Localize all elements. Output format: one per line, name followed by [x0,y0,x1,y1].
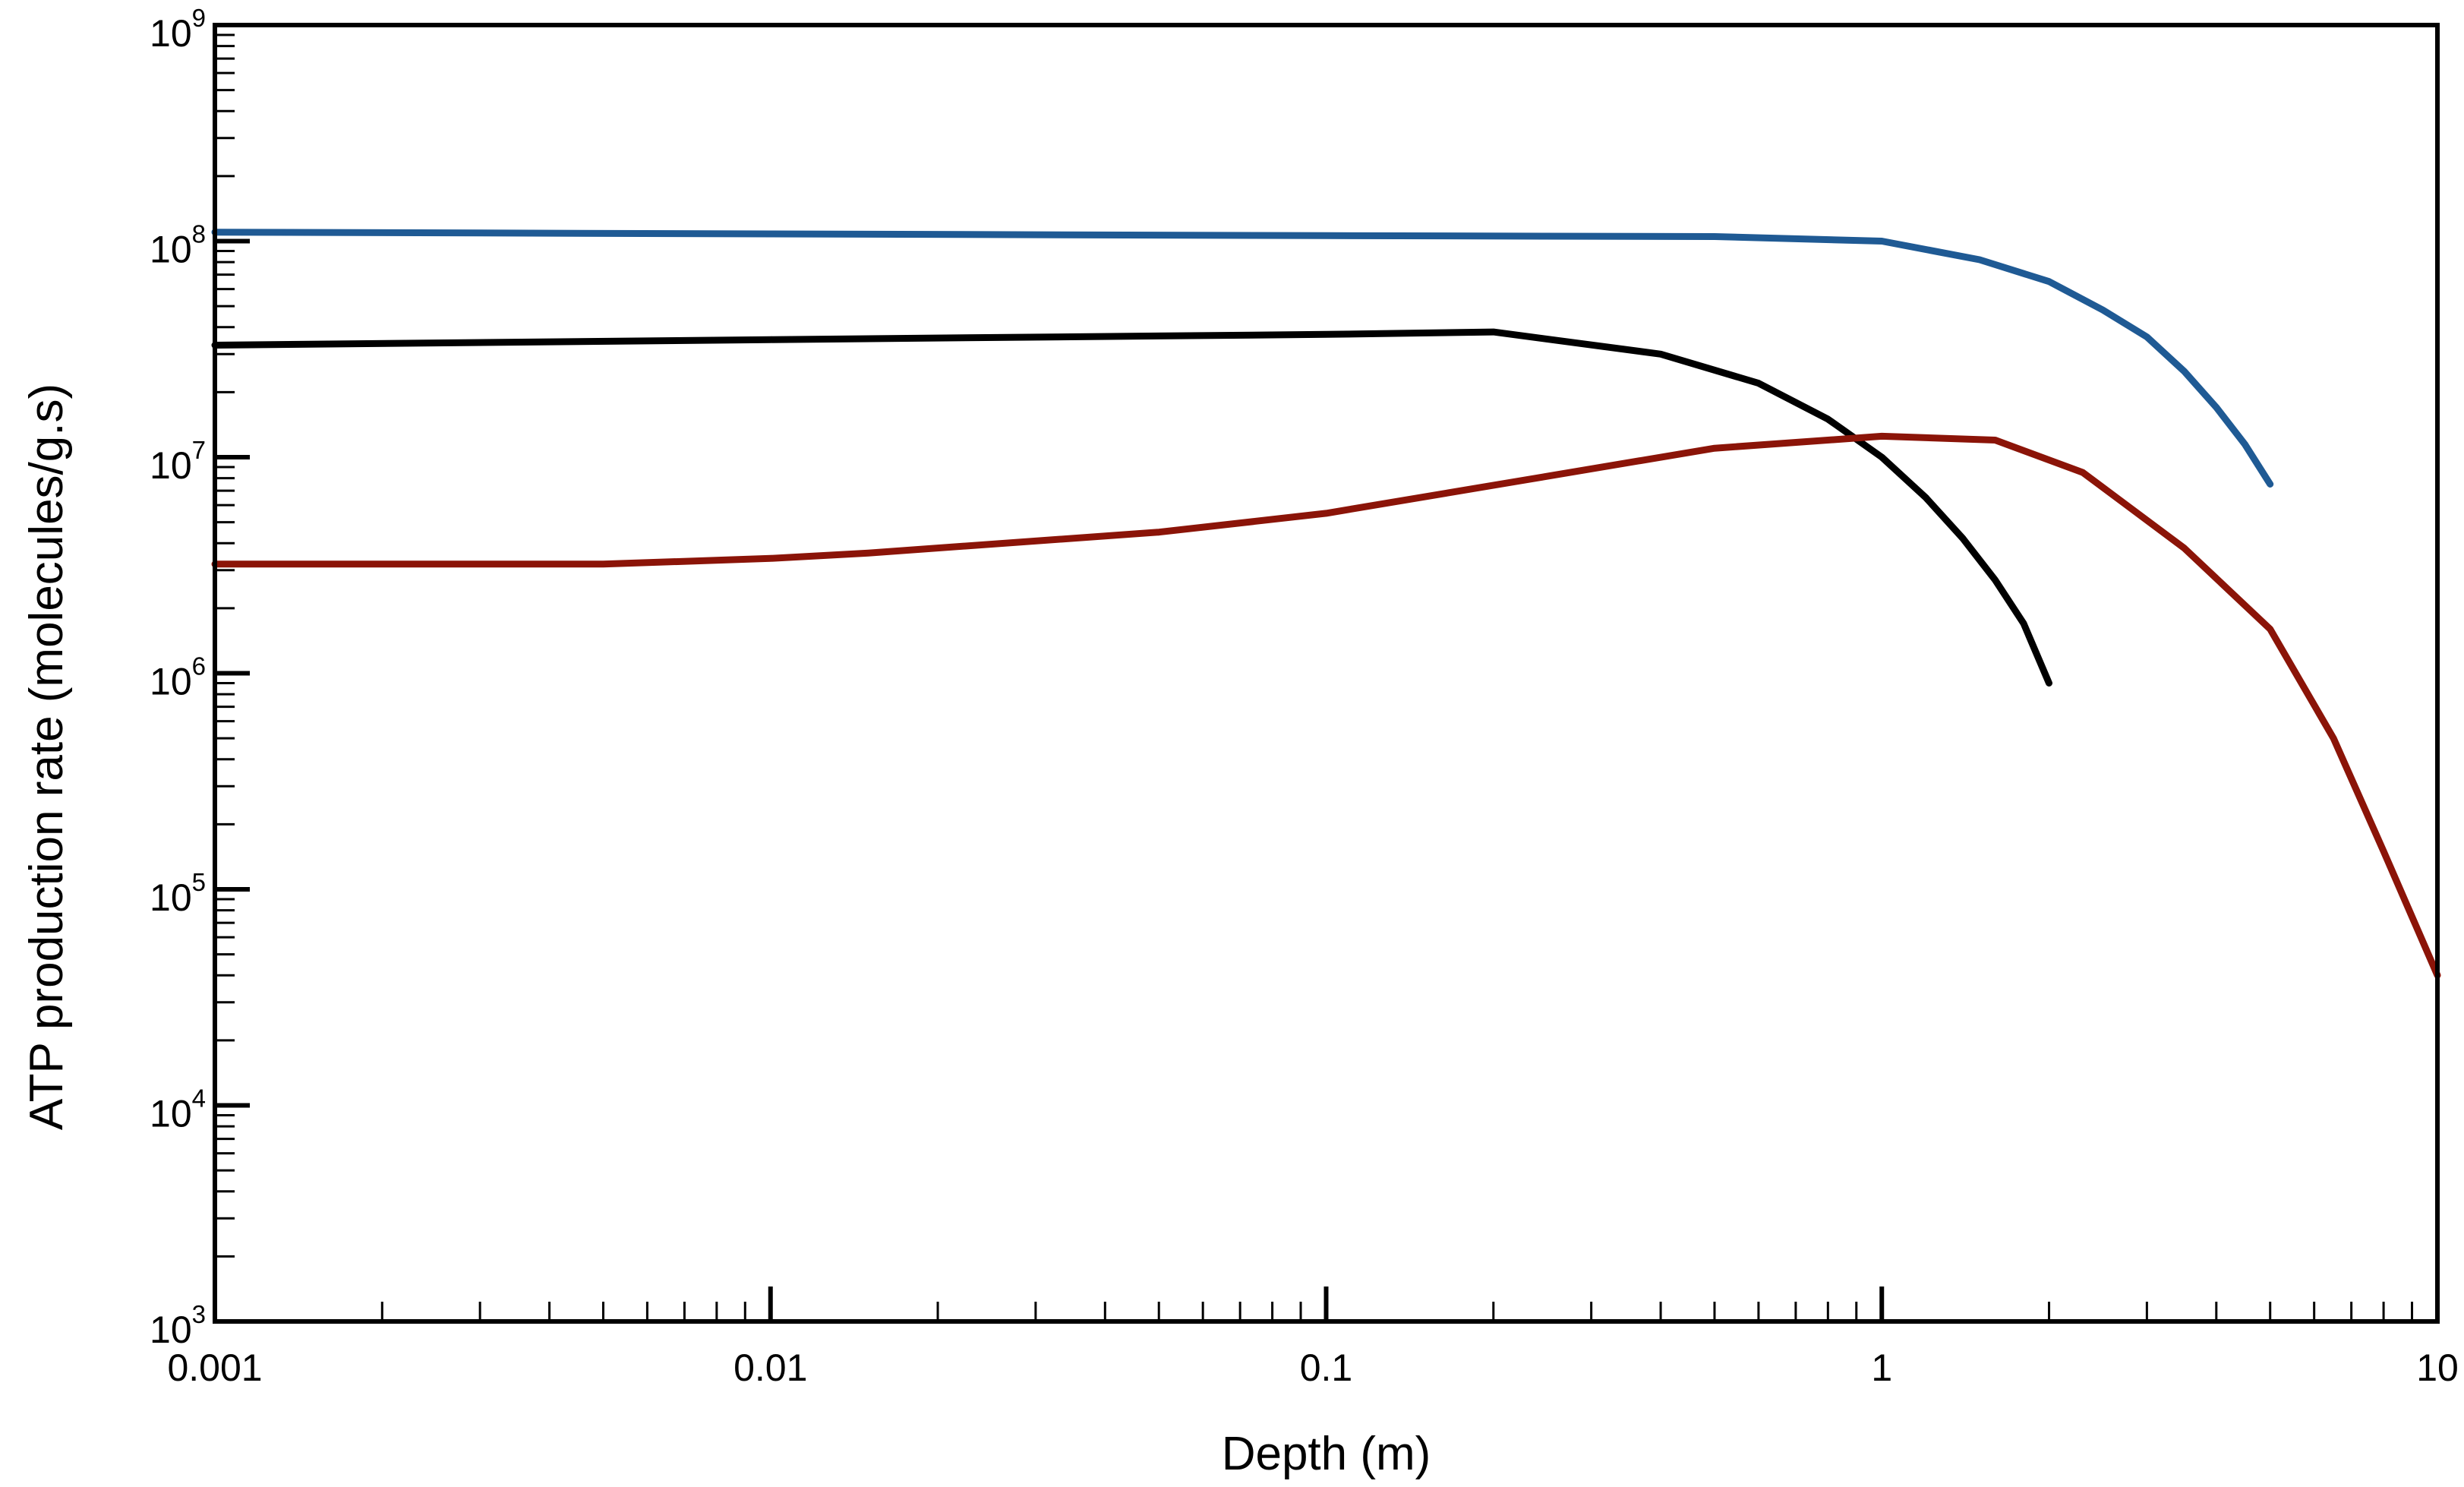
y-tick-label: 105 [150,868,206,919]
y-tick-label: 106 [150,652,206,703]
series-line-1 [211,229,2274,488]
y-tick-label: 108 [150,220,206,271]
y-tick-label: 107 [150,436,206,487]
plot-frame [213,23,2440,1324]
y-axis-title: ATP production rate (molecules/g.s) [21,384,73,1130]
series-line-2 [211,328,2052,687]
series-line-3 [211,432,2441,979]
y-tick-label: 104 [150,1084,206,1135]
x-tick-label: 10 [2416,1347,2459,1389]
y-tick-label: 109 [150,4,206,55]
x-tick-label: 1 [1871,1347,1892,1389]
y-tick-labels: 103 104 105 106 107 108 109 [150,4,206,1351]
x-tick-label: 0.1 [1300,1347,1353,1389]
minor-ticks [215,33,2414,1321]
series-layer [211,229,2441,979]
x-axis-title: Depth (m) [1222,1428,1431,1480]
y-tick-label: 103 [150,1300,206,1351]
x-tick-label: 0.001 [167,1347,262,1389]
major-ticks [213,23,2440,1324]
x-tick-label: 0.01 [734,1347,807,1389]
x-tick-labels: 0.001 0.01 0.1 1 10 [167,1347,2458,1389]
